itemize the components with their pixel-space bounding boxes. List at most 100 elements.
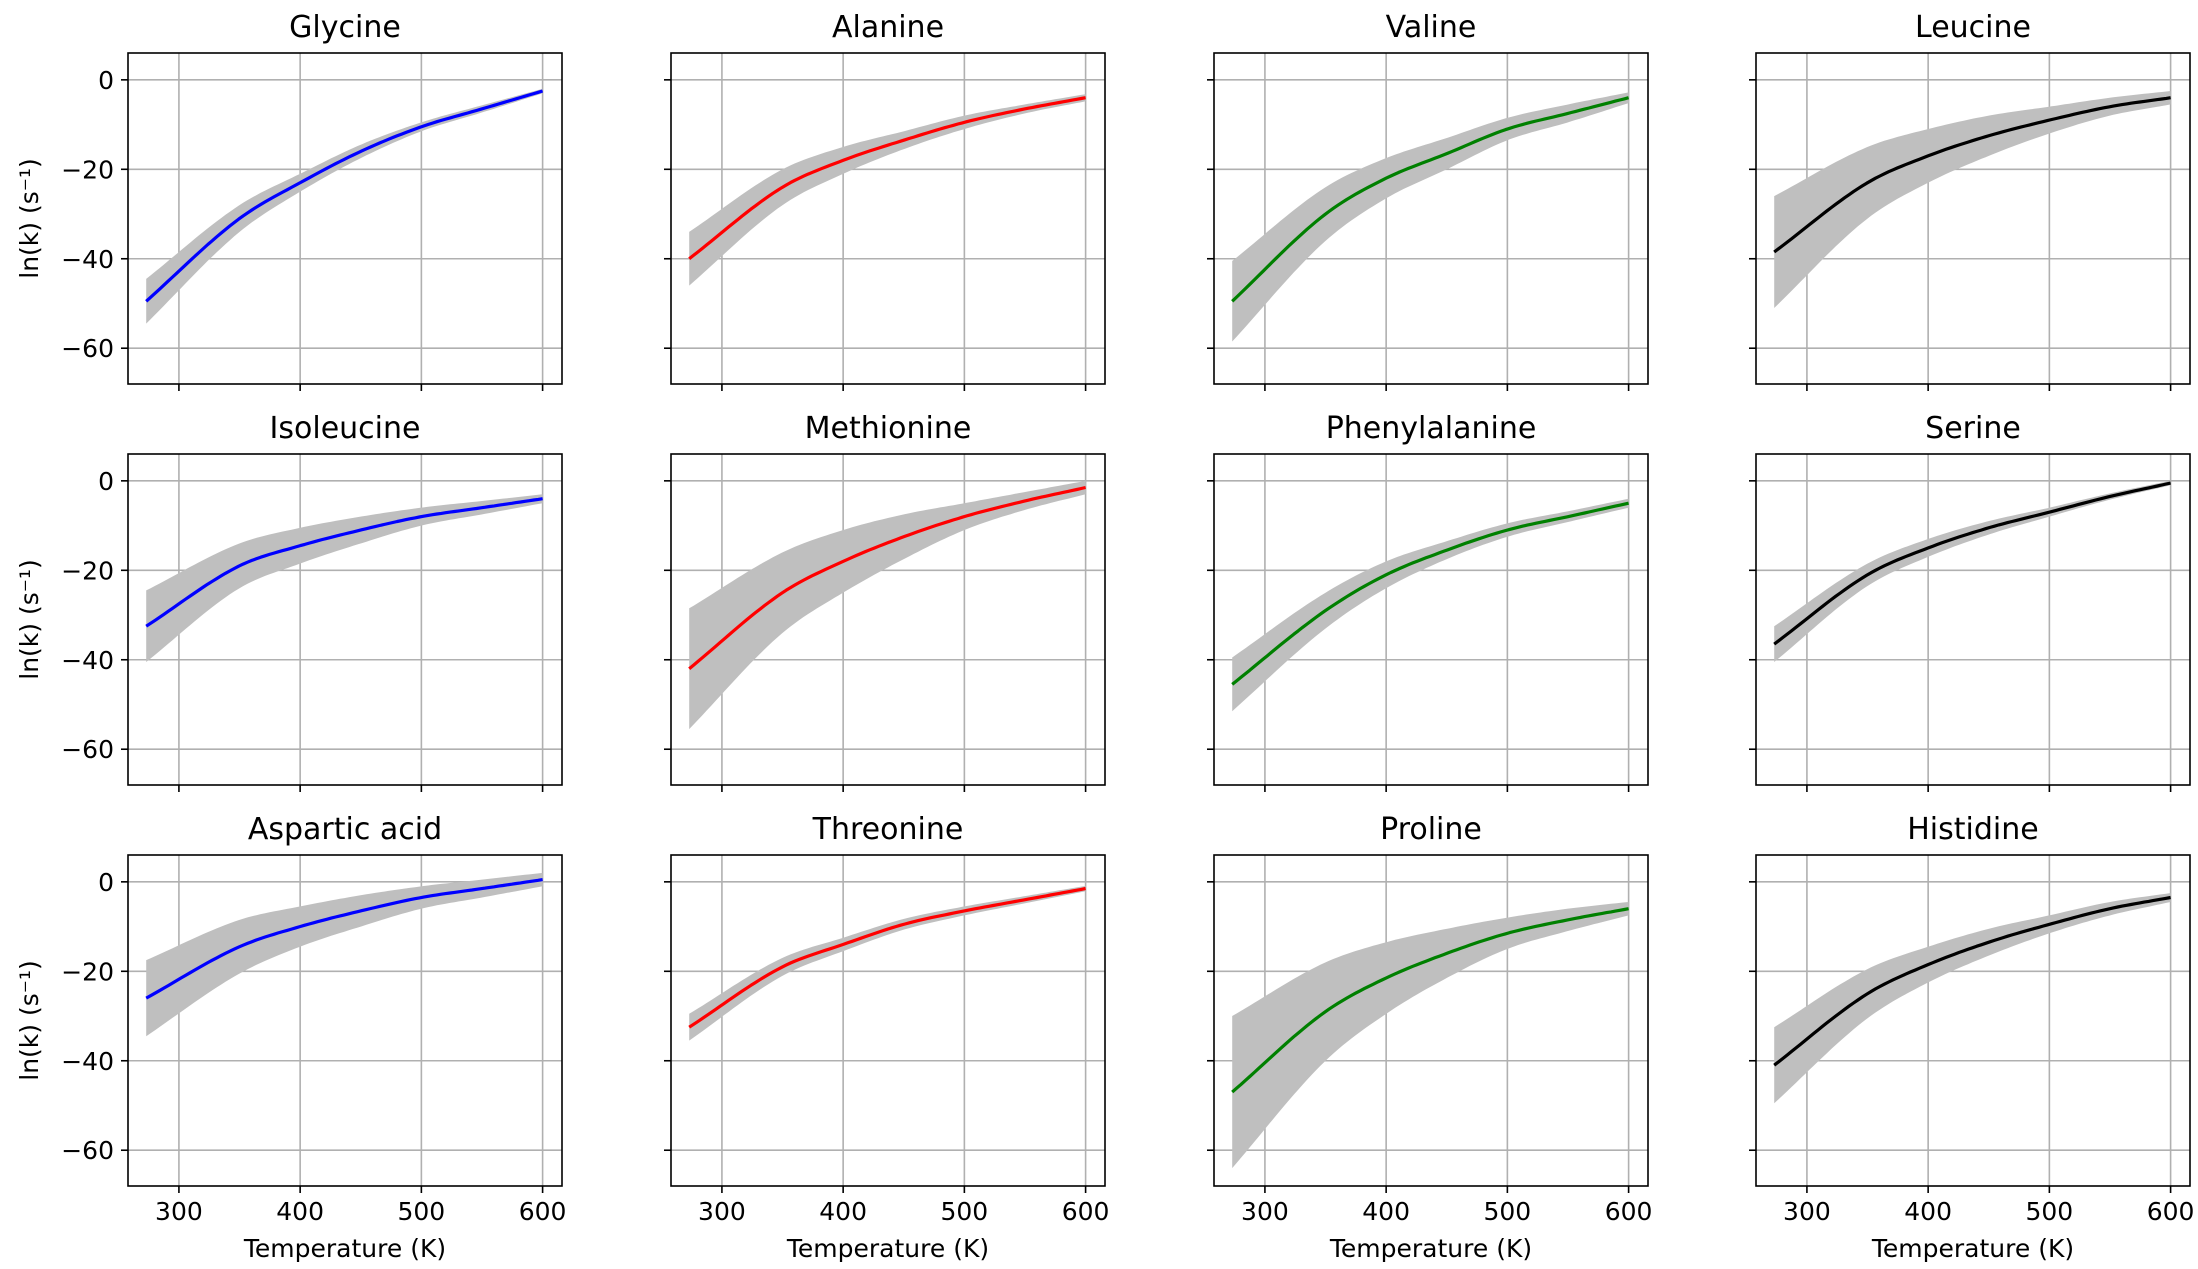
series-line — [1773, 895, 2171, 1067]
x-tick-label: 400 — [1904, 1197, 1952, 1226]
uncertainty-band — [689, 94, 1086, 286]
y-axis-label: ln(k) (s⁻¹) — [15, 559, 44, 679]
x-tick-label: 300 — [1241, 1197, 1289, 1226]
x-axis-label: Temperature (K) — [786, 1234, 989, 1263]
panel-valine: Valine — [1207, 10, 1649, 391]
y-tick-label: 0 — [98, 66, 114, 95]
panel-leucine: Leucine — [1749, 10, 2191, 391]
panel-methionine: Methionine — [664, 411, 1106, 792]
panel-title: Alanine — [832, 10, 944, 45]
uncertainty-band — [146, 494, 543, 662]
x-tick-label: 600 — [2147, 1197, 2195, 1226]
tick-marks — [1207, 480, 1630, 792]
tick-marks — [121, 79, 544, 391]
x-tick-label: 300 — [155, 1197, 203, 1226]
axes-frame — [1213, 453, 1649, 786]
series-line — [1231, 96, 1630, 303]
y-tick-label: −60 — [61, 735, 114, 764]
series-line — [1231, 907, 1629, 1094]
panel-phenylalanine: Phenylalanine — [1207, 411, 1649, 792]
y-tick-label: −40 — [61, 646, 114, 675]
panel-title: Histidine — [1907, 812, 2038, 847]
tick-marks — [1749, 881, 2172, 1193]
tick-marks — [121, 881, 544, 1193]
uncertainty-band — [1232, 92, 1629, 342]
x-tick-label: 600 — [519, 1197, 567, 1226]
uncertainty-band — [1232, 498, 1629, 712]
x-tick-label: 600 — [1605, 1197, 1653, 1226]
series-line — [1773, 96, 2171, 254]
panel-proline: Proline 300 400 500 600 Temperature (K) — [1207, 812, 1652, 1263]
series-line — [1773, 481, 2171, 646]
x-tick-label: 400 — [1362, 1197, 1410, 1226]
tick-marks — [1207, 881, 1630, 1193]
panel-glycine: Glycine 0 −20 −40 −60 ln(k) (s⁻¹) — [15, 10, 563, 391]
axes-frame — [127, 52, 563, 385]
panel-serine: Serine — [1749, 411, 2191, 792]
grid-lines — [1756, 855, 2190, 1186]
series-line — [145, 89, 544, 303]
axes-frame — [127, 854, 563, 1187]
series-line — [688, 96, 1086, 261]
y-tick-label: −20 — [61, 155, 114, 184]
panel-alanine: Alanine — [664, 10, 1106, 391]
series-line — [688, 886, 1086, 1029]
axes-frame — [670, 52, 1106, 385]
y-tick-label: −40 — [61, 245, 114, 274]
x-tick-label: 500 — [398, 1197, 446, 1226]
y-axis-label: ln(k) (s⁻¹) — [15, 158, 44, 278]
y-tick-label: −60 — [61, 334, 114, 363]
axes-frame — [1755, 453, 2191, 786]
grid-lines — [1214, 454, 1648, 785]
x-axis-label: Temperature (K) — [243, 1234, 446, 1263]
panel-aspartic-acid: Aspartic acid 0 −20 −40 −60 ln(k) (s⁻¹) 300 400… — [15, 812, 566, 1263]
series-line — [688, 485, 1086, 670]
panel-title: Proline — [1380, 812, 1482, 847]
grid-lines — [1756, 454, 2190, 785]
panel-title: Threonine — [812, 812, 964, 847]
panel-isoleucine: Isoleucine 0 −20 −40 −60 ln(k) (s⁻¹) — [15, 411, 563, 792]
x-tick-label: 500 — [1484, 1197, 1532, 1226]
grid-lines — [671, 855, 1105, 1186]
axes-frame — [670, 854, 1106, 1187]
axes-frame — [670, 453, 1106, 786]
panel-title: Valine — [1386, 10, 1477, 45]
panel-title: Isoleucine — [270, 411, 421, 446]
y-tick-label: −20 — [61, 957, 114, 986]
panel-title: Phenylalanine — [1326, 411, 1537, 446]
axes-frame — [127, 453, 563, 786]
y-tick-label: 0 — [98, 868, 114, 897]
axes-frame — [1755, 52, 2191, 385]
uncertainty-band — [146, 88, 543, 324]
tick-marks — [1207, 79, 1630, 391]
tick-marks — [664, 480, 1087, 792]
x-tick-label: 500 — [2026, 1197, 2074, 1226]
tick-marks — [664, 881, 1087, 1193]
panel-threonine: Threonine 300 400 500 600 Temperature (K) — [664, 812, 1109, 1263]
y-tick-label: −40 — [61, 1047, 114, 1076]
uncertainty-band — [1774, 480, 2171, 662]
axes-frame — [1755, 854, 2191, 1187]
axes-frame — [1213, 52, 1649, 385]
panel-title: Glycine — [289, 10, 401, 45]
x-axis-label: Temperature (K) — [1871, 1234, 2074, 1263]
tick-marks — [1749, 79, 2172, 391]
x-tick-label: 500 — [941, 1197, 989, 1226]
uncertainty-band — [689, 885, 1086, 1041]
panel-title: Serine — [1925, 411, 2021, 446]
x-axis-label: Temperature (K) — [1329, 1234, 1532, 1263]
y-tick-label: −20 — [61, 556, 114, 585]
y-axis-label: ln(k) (s⁻¹) — [15, 960, 44, 1080]
uncertainty-band — [1774, 893, 2171, 1104]
uncertainty-band — [689, 480, 1086, 730]
series-line — [145, 878, 543, 1000]
tick-marks — [1749, 480, 2172, 792]
axes-frame — [1213, 854, 1649, 1187]
panel-title: Leucine — [1915, 10, 2031, 45]
panel-title: Methionine — [805, 411, 972, 446]
panel-title: Aspartic acid — [248, 812, 442, 847]
panel-histidine: Histidine 300 400 500 600 Temperature (K) — [1749, 812, 2194, 1263]
grid-lines — [671, 53, 1105, 384]
y-tick-label: −60 — [61, 1136, 114, 1165]
